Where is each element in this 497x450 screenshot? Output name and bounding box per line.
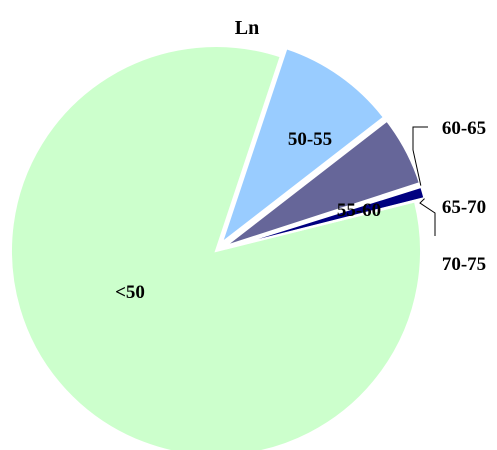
slice-label-lt-50: <50 xyxy=(115,282,145,303)
chart-title: Ln xyxy=(235,17,259,39)
leader-line-70-75 xyxy=(419,198,436,236)
slice-label-60-65: 60-65 xyxy=(442,118,486,139)
leader-line-60-65 xyxy=(412,126,428,186)
leader-lines xyxy=(412,126,436,236)
slice-label-55-60: 55-60 xyxy=(337,200,381,221)
pie-slice-50-55 xyxy=(219,47,386,246)
slice-labels: <50 50-55 55-60 60-65 65-70 70-75 xyxy=(115,118,486,303)
pie-slices xyxy=(10,45,426,450)
slice-label-50-55: 50-55 xyxy=(288,129,332,150)
pie-slice-lt-50 xyxy=(10,45,422,450)
slice-label-70-75: 70-75 xyxy=(442,254,486,275)
slice-label-65-70: 65-70 xyxy=(442,197,486,218)
